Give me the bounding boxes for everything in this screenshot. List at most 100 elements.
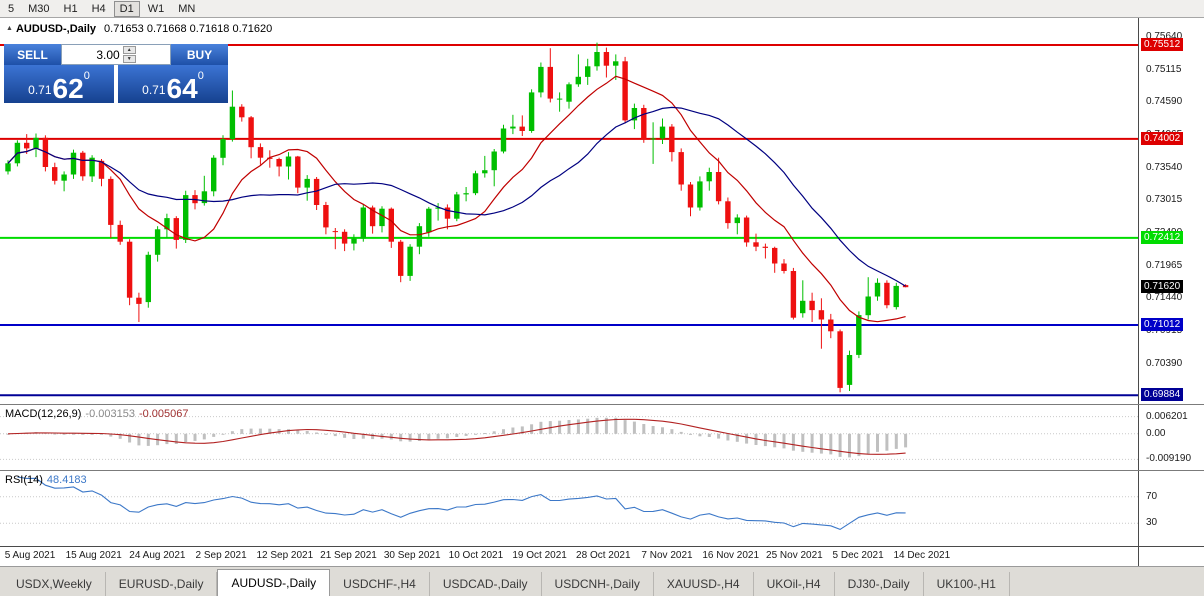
date-label: 7 Nov 2021 <box>641 550 693 561</box>
current-price-label: 0.71620 <box>1141 280 1184 293</box>
tab-eurusd-daily[interactable]: EURUSD-,Daily <box>106 572 218 596</box>
candle <box>594 52 600 67</box>
candle <box>416 226 423 247</box>
price-tick: 0.73015 <box>1146 194 1183 205</box>
axis-corner <box>1138 547 1204 566</box>
candle <box>472 173 479 194</box>
tab-usdcad-daily[interactable]: USDCAD-,Daily <box>430 572 542 596</box>
sell-price-big: 62 <box>52 72 84 104</box>
ohlc-values: 0.71653 0.71668 0.71618 0.71620 <box>104 23 273 35</box>
candle <box>126 241 133 298</box>
sell-button[interactable]: 0.71 62 0 <box>4 65 114 103</box>
candle <box>164 218 170 230</box>
rsi-value: 48.4183 <box>46 474 87 486</box>
candle <box>669 126 675 153</box>
buy-button-label[interactable]: BUY <box>171 44 228 65</box>
date-label: 15 Aug 2021 <box>65 550 122 561</box>
candle <box>725 201 731 224</box>
sell-button-label[interactable]: SELL <box>4 44 61 65</box>
candle <box>734 217 740 224</box>
candle <box>613 61 619 66</box>
candle <box>89 157 95 177</box>
date-label: 25 Nov 2021 <box>766 550 823 561</box>
timeframe-5[interactable]: 5 <box>2 1 20 17</box>
candle <box>379 208 385 227</box>
macd-panel: 0.006201 0.00 -0.009190 MACD(12,26,9) -0.00… <box>0 404 1204 470</box>
price-tick: 0.75115 <box>1146 64 1182 75</box>
price-line-label: 0.71012 <box>1141 318 1184 331</box>
ma-fast-line <box>7 75 906 323</box>
rsi-title: RSI(14) <box>5 474 43 486</box>
candle <box>313 178 320 205</box>
candle <box>818 310 825 320</box>
candle <box>631 108 638 121</box>
lot-decrease-button[interactable]: ▼ <box>122 55 136 63</box>
candle <box>706 172 712 182</box>
timeframe-h4[interactable]: H4 <box>86 1 112 17</box>
timeframe-w1[interactable]: W1 <box>142 1 171 17</box>
candle <box>743 217 750 243</box>
lot-spinner: ▲ ▼ <box>122 46 136 63</box>
candle <box>304 178 310 188</box>
sell-price-superscript: 0 <box>83 70 90 82</box>
price-tick: 0.71440 <box>1146 292 1183 303</box>
tab-usdcnh-daily[interactable]: USDCNH-,Daily <box>542 572 654 596</box>
candle <box>697 181 703 208</box>
tab-audusd-daily[interactable]: AUDUSD-,Daily <box>217 569 331 596</box>
timeframe-mn[interactable]: MN <box>172 1 201 17</box>
price-chart <box>0 42 1138 397</box>
candle <box>510 126 516 129</box>
candle <box>575 76 581 85</box>
macd-tick: -0.009190 <box>1146 453 1192 464</box>
candle <box>781 263 787 271</box>
price-tick: 0.73540 <box>1146 162 1183 173</box>
buy-price-prefix: 0.71 <box>142 83 166 97</box>
timeframe-toolbar: 5 M30 H1 H4 D1 W1 MN <box>0 0 1204 18</box>
macd-signal-value: -0.005067 <box>138 408 189 420</box>
candle <box>285 156 292 167</box>
price-tick: 0.70390 <box>1146 358 1183 369</box>
timeframe-d1[interactable]: D1 <box>113 0 140 17</box>
date-label: 14 Dec 2021 <box>893 550 951 561</box>
date-label: 5 Dec 2021 <box>832 550 884 561</box>
candle <box>463 193 469 195</box>
candle <box>295 156 301 188</box>
candle <box>687 184 694 208</box>
candle <box>585 66 591 77</box>
date-label: 5 Aug 2021 <box>4 550 56 561</box>
chart-title: ▲ AUDUSD-,Daily 0.71653 0.71668 0.71618 0.… <box>6 23 272 35</box>
candle <box>276 159 282 167</box>
date-label: 10 Oct 2021 <box>448 550 504 561</box>
lot-size-value[interactable]: 3.00 <box>96 47 120 62</box>
candle <box>117 224 123 242</box>
lot-size-input[interactable]: 3.00 ▲ ▼ <box>61 44 171 65</box>
tab-xauusd-h4[interactable]: XAUUSD-,H4 <box>654 572 754 596</box>
macd-tick: 0.006201 <box>1146 411 1188 422</box>
candle <box>98 160 105 179</box>
timeframe-m30[interactable]: M30 <box>22 1 55 17</box>
tab-dj30-daily[interactable]: DJ30-,Daily <box>835 572 924 596</box>
candle <box>603 52 610 66</box>
macd-chart <box>0 416 1138 460</box>
rsi-level-tick: 30 <box>1146 517 1158 528</box>
candle <box>24 142 30 149</box>
date-label: 19 Oct 2021 <box>512 550 567 561</box>
time-axis: 5 Aug 2021 15 Aug 2021 24 Aug 2021 2 Sep 20… <box>0 546 1204 566</box>
candle <box>874 282 881 297</box>
lot-increase-button[interactable]: ▲ <box>122 46 136 54</box>
price-line-label: 0.75512 <box>1141 38 1184 51</box>
candle <box>52 167 58 181</box>
tab-ukoil-h4[interactable]: UKOil-,H4 <box>754 572 835 596</box>
tab-usdchf-h4[interactable]: USDCHF-,H4 <box>330 572 430 596</box>
candle <box>865 296 871 316</box>
rsi-axis: 70 30 <box>1138 471 1204 546</box>
tab-uk100-h1[interactable]: UK100-,H1 <box>924 572 1010 596</box>
rsi-label: RSI(14) 48.4183 <box>5 474 87 486</box>
candle <box>809 300 815 311</box>
tab-usdx-weekly[interactable]: USDX,Weekly <box>3 572 106 596</box>
candle <box>772 247 778 264</box>
candle <box>491 151 497 171</box>
timeframe-h1[interactable]: H1 <box>58 1 84 17</box>
candle <box>257 147 264 158</box>
buy-button[interactable]: 0.71 64 0 <box>118 65 228 103</box>
